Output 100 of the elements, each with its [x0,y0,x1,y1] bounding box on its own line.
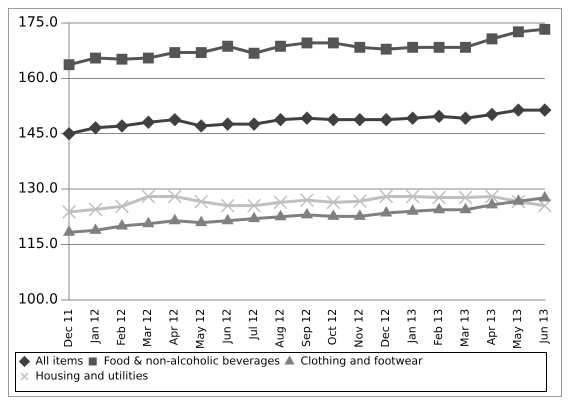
point [142,116,155,129]
point [538,104,552,117]
point [406,112,420,125]
legend-label: Clothing and footwear [300,354,424,368]
point [300,193,314,208]
x-tick-label: Apr 12 [168,308,181,346]
x-tick-label: Jan 13 [406,308,419,344]
point [168,189,182,204]
x-tick-label: Jul 12 [246,308,260,341]
y-tick-label: 145.0 [18,125,58,142]
x-tick-label: Apr 13 [484,308,498,346]
x-tick-label: Mar 12 [141,308,154,348]
point [486,33,498,44]
point [116,219,128,230]
point [301,208,313,218]
point [539,191,550,202]
point [274,113,288,126]
x-tick-label: Jun 12 [220,308,234,344]
point [90,52,101,64]
point [194,194,208,209]
point [484,189,500,204]
point [248,48,260,59]
y-tick-label: 130.0 [18,180,58,197]
point [168,113,182,126]
point [62,204,76,220]
point [301,37,312,48]
point [460,203,472,214]
point [432,190,446,205]
point [275,40,286,52]
point [459,112,472,125]
x-tick-label: Nov 12 [352,308,366,348]
y-tick-label: 175.0 [18,14,58,31]
legend-label: Food & non-alcoholic beverages [104,354,280,368]
point [352,194,367,208]
point [406,204,418,215]
x-tick-label: Sep 12 [300,308,313,347]
point [328,37,339,48]
x-tick-label: Aug 12 [273,308,286,348]
point [142,52,154,64]
point [248,212,260,222]
point [407,42,418,53]
point [169,47,180,58]
point [222,214,234,224]
legend-label: Housing and utilities [36,369,148,382]
point [222,40,234,52]
y-tick-label: 115.0 [18,236,58,252]
point [354,42,366,53]
point [89,121,102,134]
point [63,226,75,236]
point [539,24,550,35]
x-tick-label: Dec 12 [379,308,392,348]
point [379,189,394,204]
x-tick-label: Feb 12 [114,308,128,346]
point [114,199,130,214]
point [512,194,524,205]
point [434,42,445,53]
point [354,210,366,220]
point [538,198,552,213]
point [141,189,156,204]
x-tick-label: Feb 13 [432,308,445,346]
x-tick-label: May 13 [511,308,524,350]
point [90,224,102,234]
point [326,113,340,126]
point [194,119,208,132]
point [196,47,207,58]
point [353,113,366,126]
point [274,210,286,220]
point [196,216,207,226]
point [115,119,128,132]
point [116,54,128,65]
y-tick-label: 100.0 [18,291,58,308]
point [458,190,473,205]
point [273,195,288,210]
point [433,203,445,214]
point [460,42,471,53]
point [486,198,498,208]
point [380,44,392,55]
x-tick-label: Dec 11 [62,308,75,348]
point [512,26,524,38]
x-tick-label: Jan 12 [88,308,102,344]
point [326,195,340,210]
x-tick-label: Jun 13 [538,308,551,344]
point [380,113,393,126]
point [246,198,262,213]
x-tick-label: Mar 13 [458,308,472,348]
point [169,214,180,224]
point [432,110,446,123]
point [300,112,314,125]
point [328,210,340,220]
y-tick-label: 160.0 [18,70,58,86]
point [485,108,498,122]
point [380,206,392,217]
point [88,202,103,216]
legend-label: All items [36,354,84,368]
point [512,104,525,117]
point [248,118,261,131]
x-tick-label: Oct 12 [326,308,340,346]
point [511,194,526,209]
x-tick-label: May 12 [194,308,208,350]
point [220,198,235,213]
